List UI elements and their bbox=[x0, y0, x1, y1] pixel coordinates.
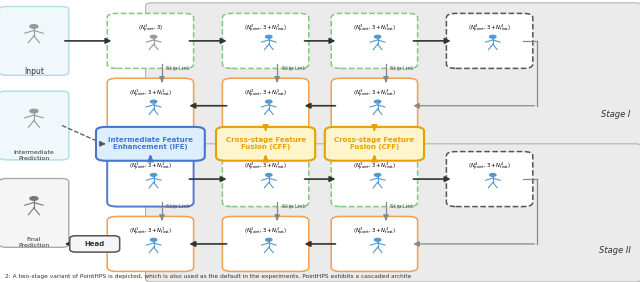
Text: Skip Link: Skip Link bbox=[282, 204, 305, 209]
Text: Input: Input bbox=[24, 67, 44, 76]
Text: $(N^3_{\mathrm{point}}, 3+N^3_{\mathrm{feat}})$: $(N^3_{\mathrm{point}}, 3+N^3_{\mathrm{f… bbox=[353, 226, 396, 238]
Circle shape bbox=[150, 100, 157, 103]
Text: $(N^3_{\mathrm{point}}, 3+N^3_{\mathrm{feat}})$: $(N^3_{\mathrm{point}}, 3+N^3_{\mathrm{f… bbox=[353, 23, 396, 35]
Circle shape bbox=[374, 173, 381, 176]
Text: $(N^2_{\mathrm{point}}, 3+N^2_{\mathrm{feat}})$: $(N^2_{\mathrm{point}}, 3+N^2_{\mathrm{f… bbox=[244, 23, 287, 35]
Text: Skip Link: Skip Link bbox=[166, 204, 190, 209]
Text: Skip Link: Skip Link bbox=[390, 204, 414, 209]
Text: $(N^4_{\mathrm{point}}, 3+N^4_{\mathrm{feat}})$: $(N^4_{\mathrm{point}}, 3+N^4_{\mathrm{f… bbox=[468, 161, 511, 173]
Text: $(N^4_{\mathrm{point}}, 3+N^4_{\mathrm{feat}})$: $(N^4_{\mathrm{point}}, 3+N^4_{\mathrm{f… bbox=[468, 23, 511, 35]
Text: Head: Head bbox=[84, 241, 105, 247]
FancyBboxPatch shape bbox=[146, 3, 640, 147]
Text: $(N^1_{\mathrm{point}}, 3+N^1_{\mathrm{feat}})$: $(N^1_{\mathrm{point}}, 3+N^1_{\mathrm{f… bbox=[129, 161, 172, 173]
Circle shape bbox=[490, 173, 496, 176]
FancyBboxPatch shape bbox=[0, 179, 69, 247]
Circle shape bbox=[266, 173, 272, 176]
Circle shape bbox=[266, 100, 272, 103]
FancyBboxPatch shape bbox=[223, 152, 309, 206]
FancyBboxPatch shape bbox=[332, 217, 417, 271]
Circle shape bbox=[266, 35, 272, 38]
Text: $(N^1_{\mathrm{point}}, 3+N^1_{\mathrm{feat}})$: $(N^1_{\mathrm{point}}, 3+N^1_{\mathrm{f… bbox=[129, 87, 172, 100]
FancyBboxPatch shape bbox=[223, 78, 309, 133]
FancyBboxPatch shape bbox=[332, 78, 417, 133]
Circle shape bbox=[150, 238, 157, 241]
FancyBboxPatch shape bbox=[223, 14, 309, 69]
Text: $(N^2_{\mathrm{point}}, 3+N^2_{\mathrm{feat}})$: $(N^2_{\mathrm{point}}, 3+N^2_{\mathrm{f… bbox=[244, 161, 287, 173]
Text: Final
Prediction: Final Prediction bbox=[19, 237, 49, 248]
Text: $(N^1_{\mathrm{point}}, 3)$: $(N^1_{\mathrm{point}}, 3)$ bbox=[138, 23, 163, 35]
Circle shape bbox=[30, 197, 38, 200]
Circle shape bbox=[490, 35, 496, 38]
Text: Fusion (CFF): Fusion (CFF) bbox=[241, 144, 290, 150]
Text: $(N^1_{\mathrm{point}}, 3+N^1_{\mathrm{feat}})$: $(N^1_{\mathrm{point}}, 3+N^1_{\mathrm{f… bbox=[129, 226, 172, 238]
Text: Stage II: Stage II bbox=[598, 246, 630, 255]
FancyBboxPatch shape bbox=[447, 152, 532, 206]
Text: Intermediate
Prediction: Intermediate Prediction bbox=[13, 150, 54, 160]
Text: Skip Link: Skip Link bbox=[166, 66, 190, 71]
Circle shape bbox=[150, 173, 157, 176]
Circle shape bbox=[150, 35, 157, 38]
Text: Fusion (CFF): Fusion (CFF) bbox=[350, 144, 399, 150]
Text: $(N^2_{\mathrm{point}}, 3+N^2_{\mathrm{feat}})$: $(N^2_{\mathrm{point}}, 3+N^2_{\mathrm{f… bbox=[244, 226, 287, 238]
Circle shape bbox=[374, 100, 381, 103]
FancyBboxPatch shape bbox=[332, 152, 417, 206]
Text: Skip Link: Skip Link bbox=[282, 66, 305, 71]
FancyBboxPatch shape bbox=[107, 78, 193, 133]
FancyBboxPatch shape bbox=[332, 14, 417, 69]
Circle shape bbox=[266, 238, 272, 241]
Text: Skip Link: Skip Link bbox=[390, 66, 414, 71]
Text: Stage I: Stage I bbox=[601, 110, 630, 119]
Text: Cross-stage Feature: Cross-stage Feature bbox=[225, 137, 306, 144]
FancyBboxPatch shape bbox=[146, 144, 640, 282]
FancyBboxPatch shape bbox=[107, 217, 193, 271]
Text: 2: A two-stage variant of PointHPS is depicted, which is also used as the defaul: 2: A two-stage variant of PointHPS is de… bbox=[5, 274, 412, 279]
FancyBboxPatch shape bbox=[223, 217, 309, 271]
FancyBboxPatch shape bbox=[216, 127, 315, 161]
FancyBboxPatch shape bbox=[0, 91, 69, 160]
FancyBboxPatch shape bbox=[0, 6, 69, 75]
Text: $(N^2_{\mathrm{point}}, 3+N^2_{\mathrm{feat}})$: $(N^2_{\mathrm{point}}, 3+N^2_{\mathrm{f… bbox=[244, 87, 287, 100]
FancyBboxPatch shape bbox=[70, 236, 120, 252]
Circle shape bbox=[374, 35, 381, 38]
Text: $(N^3_{\mathrm{point}}, 3+N^3_{\mathrm{feat}})$: $(N^3_{\mathrm{point}}, 3+N^3_{\mathrm{f… bbox=[353, 87, 396, 100]
FancyBboxPatch shape bbox=[107, 14, 193, 69]
Text: Enhancement (IFE): Enhancement (IFE) bbox=[113, 144, 188, 150]
Circle shape bbox=[30, 25, 38, 28]
Text: Intermediate Feature: Intermediate Feature bbox=[108, 137, 193, 144]
Circle shape bbox=[374, 238, 381, 241]
Text: Cross-stage Feature: Cross-stage Feature bbox=[334, 137, 415, 144]
FancyBboxPatch shape bbox=[324, 127, 424, 161]
Text: $(N^3_{\mathrm{point}}, 3+N^3_{\mathrm{feat}})$: $(N^3_{\mathrm{point}}, 3+N^3_{\mathrm{f… bbox=[353, 161, 396, 173]
FancyBboxPatch shape bbox=[107, 152, 193, 206]
FancyBboxPatch shape bbox=[447, 14, 532, 69]
Circle shape bbox=[30, 109, 38, 113]
FancyBboxPatch shape bbox=[96, 127, 205, 161]
